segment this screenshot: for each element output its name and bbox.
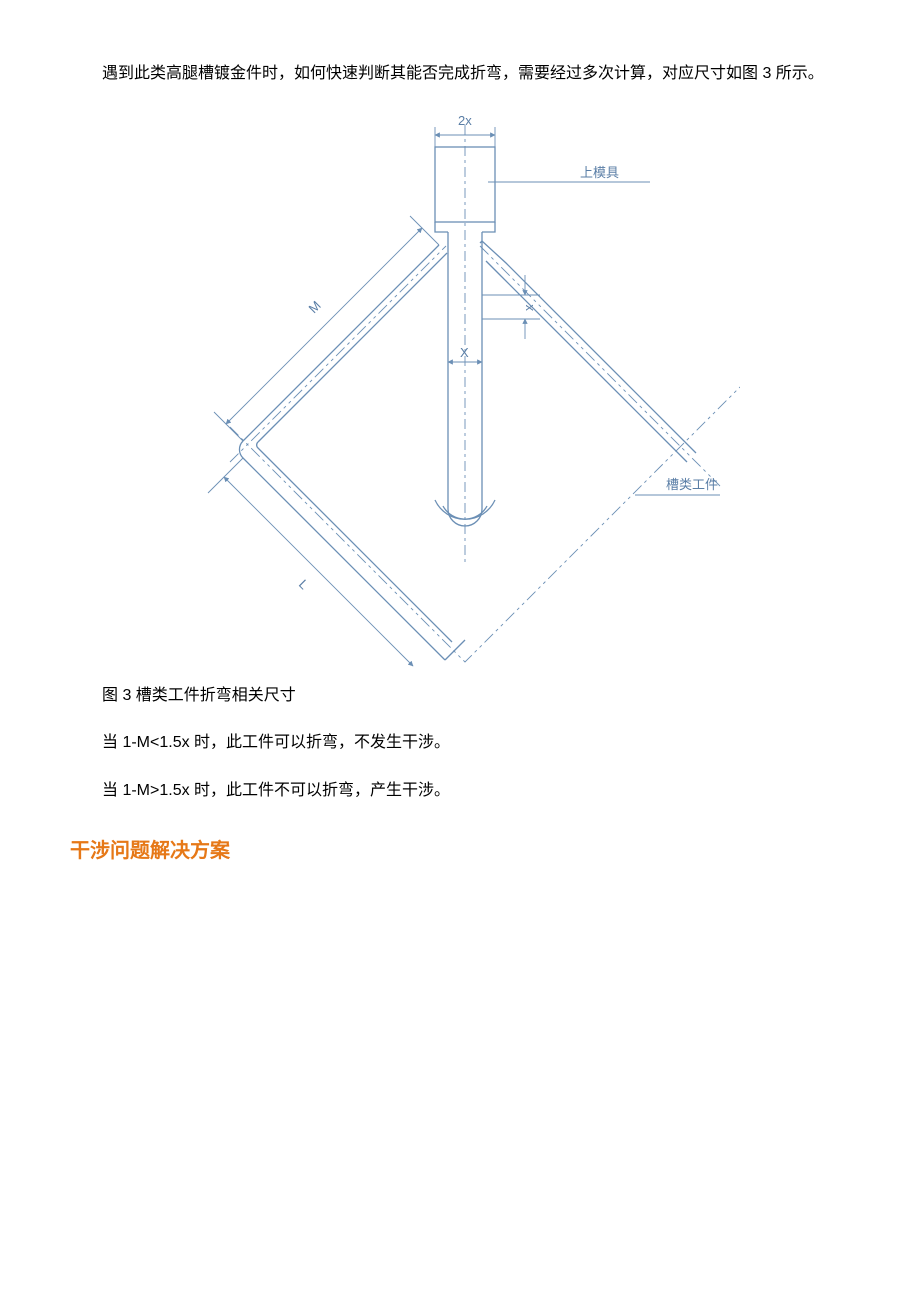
rule-2: 当 1-M>1.5x 时，此工件不可以折弯，产生干涉。 [70,777,850,804]
section-heading: 干涉问题解决方案 [70,834,850,868]
dim-L: L [296,577,312,593]
dim-X: X [460,345,469,360]
label-workpiece: 槽类工件 [666,477,718,492]
figure-container: 2x 上模具 槽类工件 X x M L [70,107,850,667]
dim-2x: 2x [458,113,472,128]
figure-caption: 图 3 槽类工件折弯相关尺寸 [70,682,850,709]
intro-paragraph: 遇到此类高腿槽镀金件时，如何快速判断其能否完成折弯，需要经过多次计算，对应尺寸如… [70,60,850,87]
dim-x-small: x [521,304,536,311]
figure-3-diagram: 2x 上模具 槽类工件 X x M L [180,107,740,667]
label-upper-die: 上模具 [580,165,619,180]
dim-M: M [306,298,324,316]
rule-1: 当 1-M<1.5x 时，此工件可以折弯，不发生干涉。 [70,729,850,756]
